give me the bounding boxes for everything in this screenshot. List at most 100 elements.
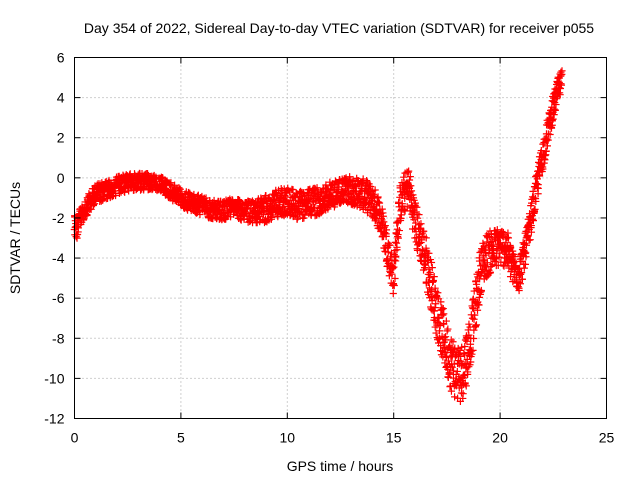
data-point bbox=[430, 307, 438, 315]
data-point bbox=[331, 201, 339, 209]
data-point bbox=[544, 136, 552, 144]
data-point bbox=[551, 106, 559, 115]
data-point bbox=[437, 298, 445, 306]
data-point bbox=[558, 67, 566, 75]
data-point bbox=[313, 184, 321, 192]
data-point bbox=[367, 182, 375, 191]
data-point bbox=[473, 306, 482, 314]
data-point bbox=[421, 261, 430, 269]
data-point bbox=[430, 273, 438, 281]
x-tick-label: 10 bbox=[280, 430, 296, 446]
data-point bbox=[468, 304, 477, 312]
data-point bbox=[393, 243, 401, 251]
data-point bbox=[479, 239, 487, 247]
data-point bbox=[422, 234, 430, 242]
data-point bbox=[500, 262, 508, 270]
data-point bbox=[471, 322, 480, 330]
data-point bbox=[428, 264, 436, 272]
data-point bbox=[428, 297, 436, 305]
data-point bbox=[461, 379, 469, 387]
data-point bbox=[521, 260, 530, 269]
data-point bbox=[509, 247, 517, 255]
data-point bbox=[391, 238, 400, 246]
data-point bbox=[406, 173, 414, 181]
y-tick-label: 2 bbox=[57, 130, 65, 146]
data-point bbox=[552, 100, 560, 109]
data-point bbox=[529, 217, 537, 225]
data-point bbox=[426, 255, 435, 264]
data-point bbox=[503, 259, 511, 267]
data-point bbox=[411, 199, 419, 207]
data-point bbox=[466, 340, 475, 348]
x-axis-label: GPS time / hours bbox=[287, 458, 394, 474]
data-point bbox=[543, 142, 551, 150]
data-point bbox=[461, 342, 469, 351]
data-point bbox=[472, 278, 480, 286]
data-point bbox=[394, 234, 402, 242]
data-point bbox=[516, 280, 524, 288]
axis-layer: 0 5 10 15 20 25 -12 -10 -8 -6 -4 -2 0 2 4 6 bbox=[44, 50, 614, 446]
y-tick-label: -12 bbox=[44, 411, 64, 427]
y-tick-label: -10 bbox=[44, 370, 64, 386]
data-point bbox=[425, 249, 433, 257]
data-point bbox=[483, 259, 492, 267]
data-point bbox=[556, 91, 564, 99]
data-point bbox=[390, 263, 398, 271]
y-tick-label: 4 bbox=[57, 90, 65, 106]
data-point bbox=[420, 227, 428, 235]
data-point bbox=[469, 346, 477, 354]
data-point bbox=[429, 277, 437, 285]
data-point bbox=[451, 393, 459, 401]
data-point bbox=[462, 382, 470, 390]
data-point bbox=[441, 336, 450, 344]
data-point bbox=[511, 253, 519, 261]
data-point bbox=[414, 214, 422, 222]
data-point bbox=[532, 197, 540, 206]
data-point bbox=[426, 268, 434, 277]
data-point bbox=[447, 387, 456, 395]
data-point bbox=[190, 190, 198, 199]
data-point bbox=[390, 281, 398, 290]
data-point bbox=[535, 172, 544, 180]
data-point bbox=[458, 343, 466, 351]
data-point bbox=[398, 200, 406, 208]
data-point bbox=[522, 253, 530, 261]
data-point bbox=[520, 264, 528, 272]
data-point bbox=[517, 268, 526, 277]
data-point bbox=[167, 179, 175, 187]
chart-title: Day 354 of 2022, Sidereal Day-to-day VTE… bbox=[84, 20, 594, 36]
y-tick-label: -8 bbox=[52, 330, 65, 346]
data-point bbox=[475, 301, 483, 309]
data-point bbox=[371, 186, 379, 194]
y-tick-label: -6 bbox=[52, 290, 65, 306]
data-point bbox=[416, 256, 425, 265]
data-point bbox=[471, 311, 479, 319]
data-point bbox=[405, 167, 413, 175]
data-point bbox=[415, 210, 423, 219]
data-point bbox=[475, 293, 483, 302]
data-point bbox=[531, 205, 539, 213]
data-point bbox=[413, 203, 421, 211]
y-tick-label: 6 bbox=[57, 50, 65, 66]
data-point bbox=[375, 199, 384, 207]
data-point bbox=[305, 197, 313, 205]
data-point bbox=[488, 260, 496, 268]
data-point bbox=[331, 184, 339, 192]
data-point bbox=[529, 215, 537, 223]
data-point bbox=[308, 208, 316, 216]
plot-frame bbox=[74, 57, 607, 419]
data-point bbox=[407, 182, 415, 190]
data-point bbox=[547, 124, 556, 132]
data-point bbox=[439, 311, 447, 319]
data-point bbox=[527, 228, 536, 236]
data-point bbox=[271, 198, 279, 206]
data-point bbox=[557, 81, 566, 89]
data-point bbox=[470, 334, 478, 343]
data-point bbox=[549, 115, 557, 123]
data-point bbox=[504, 234, 513, 242]
x-tick-label: 15 bbox=[386, 430, 402, 446]
data-point bbox=[410, 196, 418, 204]
data-point bbox=[390, 256, 399, 264]
data-point bbox=[477, 286, 485, 295]
data-point bbox=[440, 310, 448, 318]
